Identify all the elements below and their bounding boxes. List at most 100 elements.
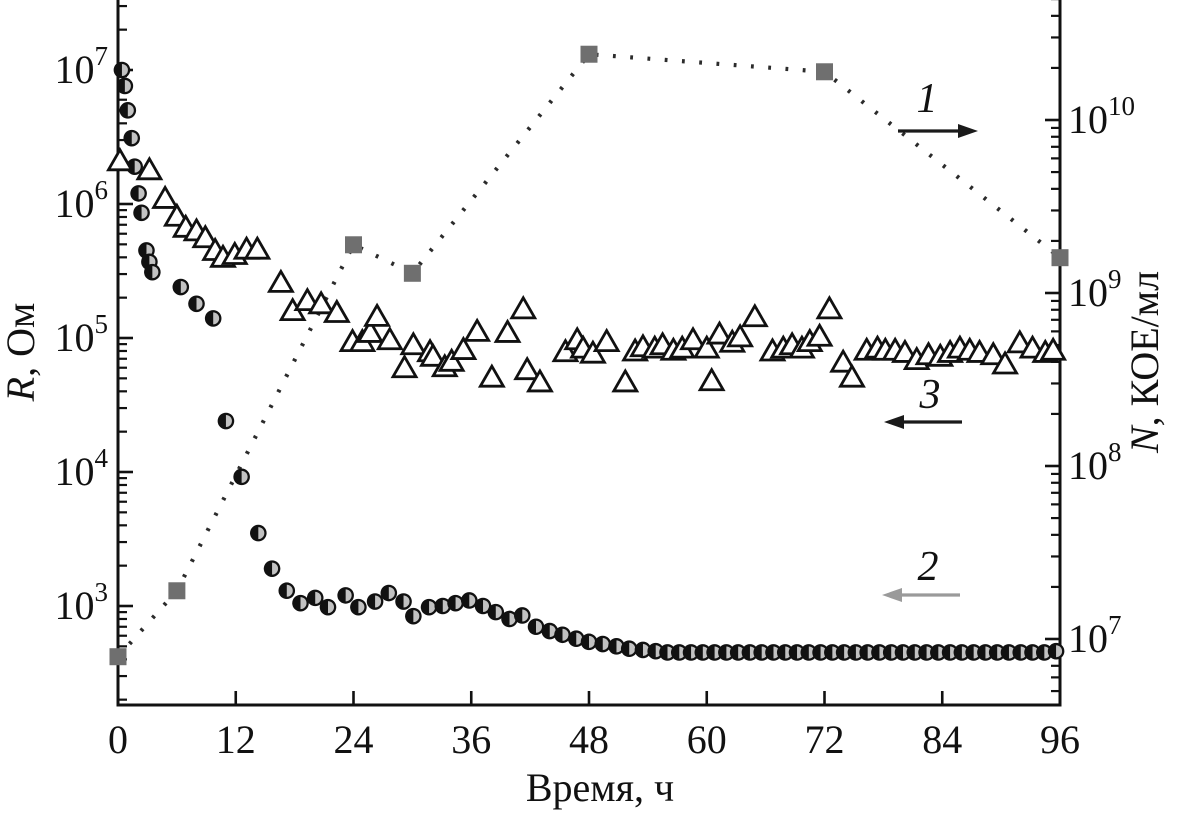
square-marker	[816, 63, 833, 81]
triangle-marker	[805, 322, 834, 347]
triangle-marker	[991, 350, 1019, 375]
half-filled-circle-marker	[620, 640, 638, 658]
half-filled-circle-marker	[405, 607, 422, 625]
half-filled-circle-marker	[123, 129, 141, 147]
half-filled-circle-marker	[217, 412, 235, 430]
arrow-head-curve-3	[884, 415, 904, 429]
triangle-marker	[437, 347, 466, 372]
half-filled-circle-marker	[113, 61, 131, 79]
half-filled-circle-marker	[292, 594, 309, 612]
triangle-marker	[829, 348, 858, 373]
x-tick-label-60: 60	[687, 717, 727, 762]
triangle-marker	[399, 330, 428, 356]
triangle-marker	[611, 368, 640, 393]
half-filled-circle-marker	[130, 185, 147, 202]
half-filled-circle-marker	[350, 598, 367, 616]
square-marker	[109, 648, 127, 666]
half-filled-circle-marker	[554, 626, 571, 644]
triangle-marker	[705, 320, 734, 345]
right-tick-label-1e10: 1010	[1068, 91, 1135, 142]
half-filled-circle-marker	[306, 589, 324, 607]
triangle-marker	[592, 327, 621, 353]
x-tick-label-36: 36	[451, 717, 491, 762]
half-filled-circle-marker	[204, 310, 222, 327]
triangle-marker	[106, 147, 134, 172]
triangle-marker	[526, 368, 554, 393]
left-axis-title: R, Ом	[0, 303, 43, 403]
x-tick-label-48: 48	[569, 717, 609, 762]
triangle-marker	[356, 318, 385, 343]
triangle-marker	[375, 325, 404, 351]
triangle-marker	[135, 155, 164, 181]
x-tick-label-0: 0	[108, 717, 128, 762]
triangle-marker	[363, 302, 391, 327]
half-filled-circle-marker	[250, 524, 267, 542]
half-filled-circle-marker	[337, 587, 354, 604]
half-filled-circle-marker	[366, 593, 384, 610]
series-1-squares	[109, 45, 1069, 666]
triangle-marker	[692, 334, 721, 359]
half-filled-circle-marker	[527, 618, 545, 636]
triangle-marker	[151, 184, 180, 209]
left-tick-label-1e3: 103	[55, 577, 109, 628]
triangle-marker	[390, 353, 419, 379]
annotation-arrows	[882, 124, 978, 602]
series-3-triangles	[106, 147, 1068, 393]
axes	[116, 0, 1062, 707]
square-marker	[168, 582, 186, 600]
half-filled-circle-marker	[144, 263, 161, 281]
square-marker	[403, 264, 421, 282]
triangle-marker	[449, 335, 478, 360]
x-tick-label-96: 96	[1040, 717, 1080, 762]
half-filled-circle-marker	[447, 594, 464, 612]
triangle-marker	[307, 289, 336, 315]
annotation-curve-2: 2	[918, 544, 939, 590]
x-tick-label-24: 24	[334, 717, 374, 762]
left-tick-label-1e6: 106	[55, 175, 109, 226]
half-filled-circle-marker	[319, 598, 337, 616]
x-tick-label-72: 72	[805, 717, 845, 762]
triangle-marker	[726, 323, 755, 348]
half-filled-circle-marker	[188, 295, 205, 313]
triangle-marker	[679, 325, 707, 351]
half-filled-circle-marker	[119, 102, 137, 119]
half-filled-circle-marker	[1047, 642, 1065, 660]
half-filled-circle-marker	[380, 584, 398, 602]
half-filled-circle-marker	[233, 468, 250, 486]
right-tick-label-1e9: 109	[1068, 264, 1122, 315]
half-filled-circle-marker	[487, 603, 505, 621]
x-tick-label-84: 84	[922, 717, 962, 762]
half-filled-circle-marker	[594, 635, 612, 653]
square-marker	[1051, 249, 1069, 267]
triangle-marker	[1039, 336, 1068, 361]
half-filled-circle-marker	[567, 630, 585, 648]
annotation-curve-1: 1	[917, 76, 938, 122]
triangle-marker	[979, 340, 1008, 366]
half-filled-circle-marker	[263, 560, 281, 577]
right-axis-unit: , КОЕ/мл	[1122, 271, 1167, 426]
half-filled-circle-marker	[460, 592, 478, 609]
arrow-head-curve-2	[882, 588, 902, 602]
left-tick-label-1e7: 107	[55, 41, 109, 92]
series-2-circles	[113, 61, 1065, 661]
right-tick-label-1e8: 108	[1068, 437, 1122, 488]
left-tick-label-1e4: 104	[55, 443, 109, 494]
square-marker	[345, 236, 362, 254]
half-filled-circle-marker	[172, 278, 190, 296]
triangle-marker	[419, 342, 447, 367]
triangle-marker	[463, 317, 492, 342]
half-filled-circle-marker	[634, 641, 652, 659]
half-filled-circle-marker	[395, 593, 412, 610]
half-filled-circle-marker	[133, 204, 150, 222]
triangle-marker	[191, 223, 220, 249]
half-filled-circle-marker	[474, 597, 492, 615]
triangle-marker	[815, 295, 844, 320]
half-filled-circle-marker	[278, 582, 296, 600]
left-axis-variable: R	[0, 377, 43, 402]
square-marker	[580, 45, 598, 63]
right-tick-label-1e7: 107	[1068, 610, 1122, 661]
half-filled-circle-marker	[434, 597, 452, 615]
triangle-marker	[838, 363, 866, 388]
